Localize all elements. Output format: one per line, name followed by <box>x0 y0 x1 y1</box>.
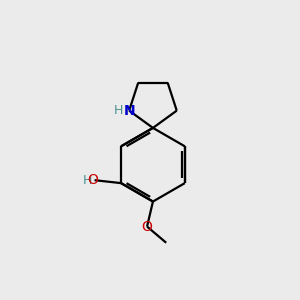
Text: H: H <box>83 174 92 187</box>
Text: O: O <box>142 220 152 234</box>
Text: O: O <box>87 173 98 187</box>
Text: H: H <box>113 104 123 117</box>
Text: N: N <box>124 103 136 118</box>
